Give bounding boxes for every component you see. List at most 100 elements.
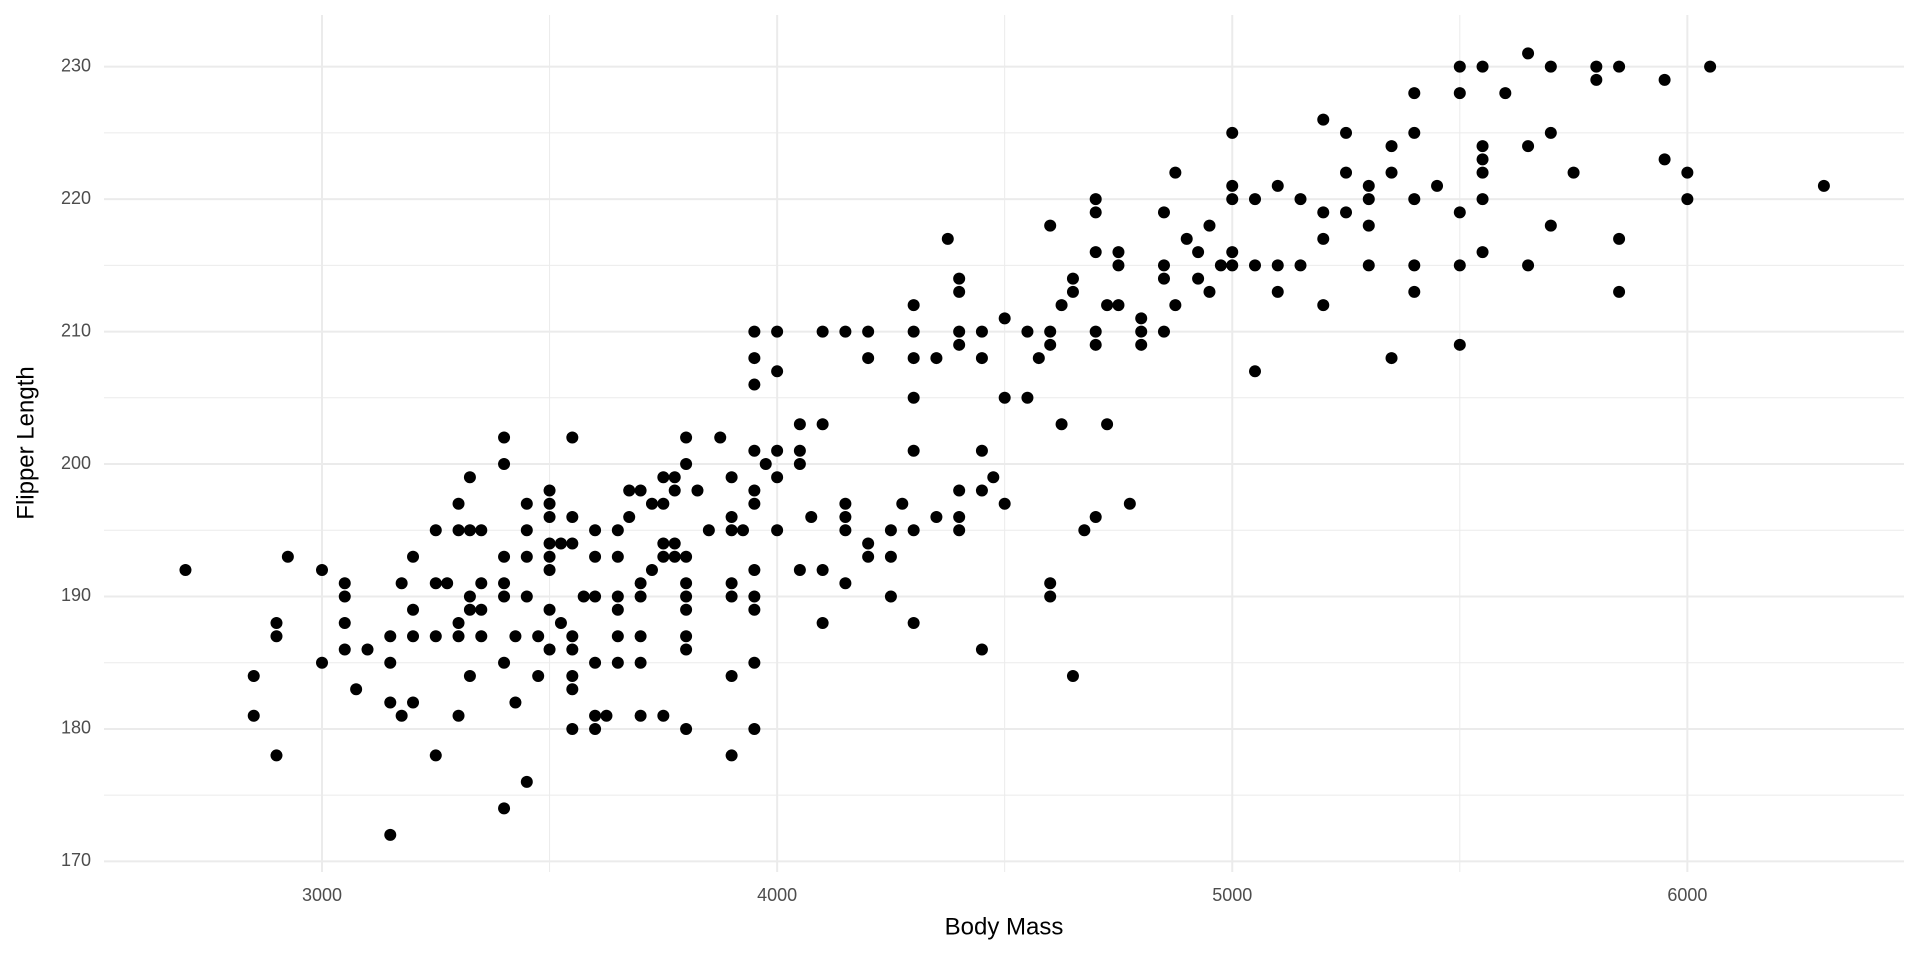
point bbox=[771, 471, 784, 484]
point bbox=[1089, 193, 1102, 206]
point bbox=[566, 537, 579, 550]
point bbox=[1453, 338, 1466, 351]
point bbox=[1112, 299, 1125, 312]
point bbox=[907, 352, 920, 365]
point bbox=[520, 590, 533, 603]
point bbox=[953, 285, 966, 298]
point bbox=[1135, 312, 1148, 325]
point bbox=[589, 550, 602, 563]
point bbox=[725, 577, 738, 590]
point bbox=[793, 563, 806, 576]
point bbox=[748, 722, 761, 735]
point bbox=[1408, 259, 1421, 272]
point bbox=[520, 524, 533, 537]
point bbox=[429, 577, 442, 590]
point bbox=[1226, 246, 1239, 259]
point bbox=[270, 749, 283, 762]
y-tick-label: 190 bbox=[61, 585, 91, 605]
point bbox=[736, 524, 749, 537]
point bbox=[907, 325, 920, 338]
point bbox=[657, 497, 670, 510]
point bbox=[1066, 285, 1079, 298]
point bbox=[1044, 325, 1057, 338]
point bbox=[543, 563, 556, 576]
point bbox=[543, 497, 556, 510]
point bbox=[1658, 73, 1671, 86]
point bbox=[1271, 259, 1284, 272]
point bbox=[532, 669, 545, 682]
point bbox=[543, 511, 556, 524]
point bbox=[611, 590, 624, 603]
point bbox=[657, 550, 670, 563]
point bbox=[1135, 325, 1148, 338]
point bbox=[862, 352, 875, 365]
point bbox=[338, 643, 351, 656]
point bbox=[884, 524, 897, 537]
point bbox=[338, 577, 351, 590]
point bbox=[839, 511, 852, 524]
point bbox=[1169, 166, 1182, 179]
point bbox=[1226, 179, 1239, 192]
point bbox=[1385, 352, 1398, 365]
point bbox=[452, 497, 465, 510]
point bbox=[907, 444, 920, 457]
point bbox=[1317, 299, 1330, 312]
point bbox=[1408, 285, 1421, 298]
point bbox=[680, 577, 693, 590]
point bbox=[793, 458, 806, 471]
point bbox=[1681, 193, 1694, 206]
point bbox=[247, 709, 260, 722]
point bbox=[1544, 126, 1557, 139]
point bbox=[566, 683, 579, 696]
point bbox=[1408, 193, 1421, 206]
point bbox=[498, 590, 511, 603]
point bbox=[566, 643, 579, 656]
point bbox=[1453, 87, 1466, 100]
point bbox=[771, 524, 784, 537]
point bbox=[554, 537, 567, 550]
point bbox=[509, 630, 522, 643]
point bbox=[543, 550, 556, 563]
point bbox=[1192, 246, 1205, 259]
point bbox=[1055, 418, 1068, 431]
point bbox=[475, 603, 488, 616]
point bbox=[384, 630, 397, 643]
point bbox=[589, 524, 602, 537]
point bbox=[884, 550, 897, 563]
point bbox=[316, 656, 329, 669]
point bbox=[452, 630, 465, 643]
point bbox=[668, 484, 681, 497]
point bbox=[805, 511, 818, 524]
point bbox=[543, 484, 556, 497]
point bbox=[1476, 166, 1489, 179]
point bbox=[316, 563, 329, 576]
point bbox=[771, 325, 784, 338]
point bbox=[1613, 232, 1626, 245]
point bbox=[748, 656, 761, 669]
point bbox=[1817, 179, 1830, 192]
point bbox=[1226, 259, 1239, 272]
point bbox=[1078, 524, 1091, 537]
point bbox=[475, 577, 488, 590]
point bbox=[748, 352, 761, 365]
point bbox=[1157, 206, 1170, 219]
point bbox=[1658, 153, 1671, 166]
point bbox=[611, 524, 624, 537]
point bbox=[566, 630, 579, 643]
point bbox=[657, 537, 670, 550]
y-tick-label: 210 bbox=[61, 320, 91, 340]
point bbox=[1317, 206, 1330, 219]
point bbox=[589, 722, 602, 735]
point bbox=[1544, 60, 1557, 73]
x-tick-label: 4000 bbox=[757, 885, 797, 905]
point bbox=[839, 325, 852, 338]
point bbox=[498, 656, 511, 669]
point bbox=[816, 563, 829, 576]
point bbox=[1089, 206, 1102, 219]
point bbox=[623, 484, 636, 497]
point bbox=[771, 365, 784, 378]
point bbox=[600, 709, 613, 722]
point bbox=[441, 577, 454, 590]
point bbox=[429, 524, 442, 537]
